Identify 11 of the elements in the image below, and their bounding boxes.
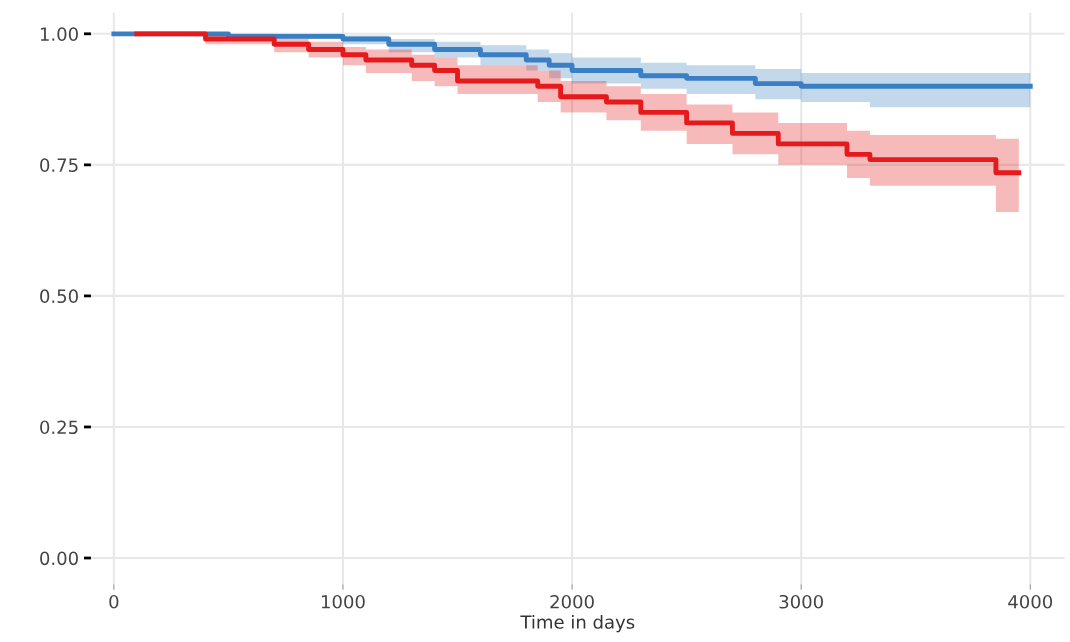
x-tick-label: 1000 xyxy=(321,594,365,609)
x-tick-label: 0 xyxy=(109,594,119,609)
x-axis-title: Time in days xyxy=(520,614,635,633)
y-tick-label: 1.00 xyxy=(40,27,78,41)
y-tick-label: 0.00 xyxy=(40,551,78,566)
x-tick-label: 4000 xyxy=(1008,594,1053,609)
x-tick-label: 3000 xyxy=(779,594,823,609)
x-tick-label: 2000 xyxy=(550,594,594,609)
y-tick-label: 0.50 xyxy=(40,289,78,304)
y-tick-label: 0.25 xyxy=(40,420,78,435)
y-tick-label: 0.75 xyxy=(40,158,78,172)
